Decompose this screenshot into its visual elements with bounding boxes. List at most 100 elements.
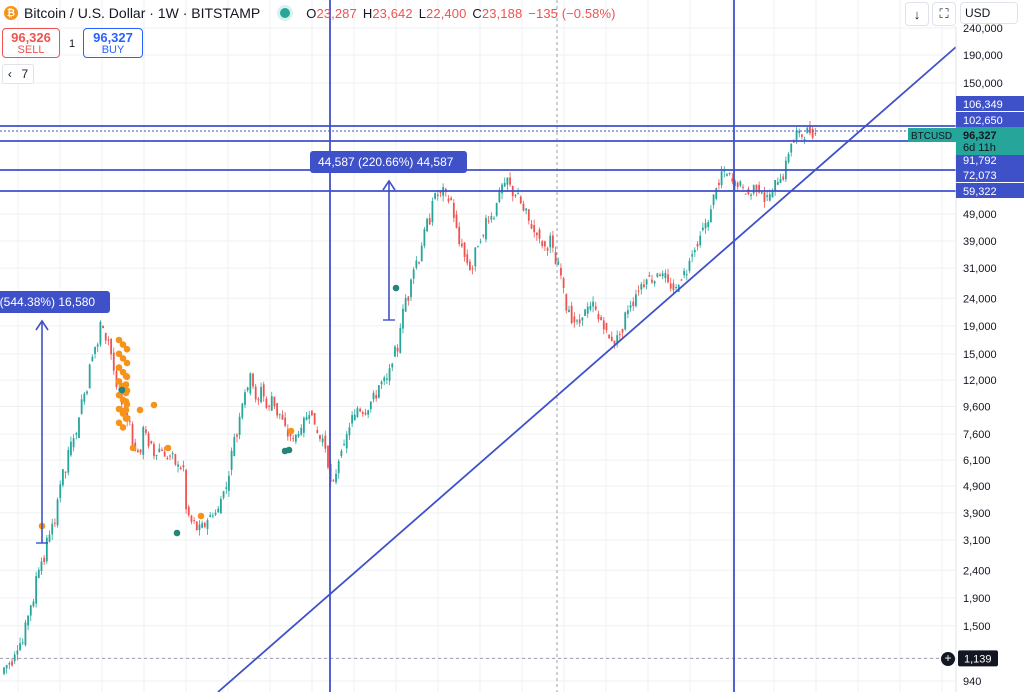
add-alert-icon[interactable]: + [941,652,955,666]
buy-label: BUY [101,44,125,56]
measure-arrowhead-1 [35,319,49,331]
price-tick-label: 12,000 [963,375,997,387]
candle-body [426,218,428,232]
candle-body [40,561,43,572]
price-tick-label: 31,000 [963,263,997,275]
candle-body [560,267,562,276]
signal-markers [38,284,400,537]
candle-body [171,453,174,455]
candle-body [249,373,252,394]
candle-body [546,248,549,251]
candle-body [744,193,747,195]
candle-body [195,521,198,530]
candle-body [377,385,380,398]
candle-body [565,294,568,311]
candle-body [503,182,506,187]
bitcoin-logo-icon: ₿ [4,6,18,20]
candle-body [262,384,265,397]
candle-body [514,195,517,197]
candle-body [297,434,300,437]
candle-body [104,332,107,341]
candle-body [190,515,193,522]
candle-body [811,128,814,138]
candle-body [198,524,201,531]
trend-drawings[interactable]: 30 (544.38%) 16,580 44,587 (220.66%) 44,5… [0,0,957,692]
candle-body [766,195,769,197]
candle-body [680,279,683,281]
candle-body [281,414,284,420]
candle-body [535,232,538,236]
candle-body [637,290,640,292]
candle-body [276,403,279,416]
candle-body [801,134,803,137]
orange-signal-marker [122,415,130,422]
symbol-title[interactable]: Bitcoin / U.S. Dollar · 1W · BITSTAMP [24,5,261,21]
candle-body [311,410,313,416]
buy-button[interactable]: 96,327 BUY [83,28,143,58]
candle-body [768,194,771,201]
candle-body [600,317,603,321]
candle-body [29,605,32,616]
candle-body [48,534,51,542]
candle-body [664,272,667,279]
candle-body [581,317,584,321]
candle-body [701,227,704,231]
candle-body [659,274,661,277]
candle-body [145,429,147,433]
candle-body [509,177,511,185]
candle-body [699,235,702,246]
orange-signal-marker [115,350,123,358]
candle-body [632,301,635,307]
candle-body [616,335,619,345]
level-price-label: 91,792 [963,155,997,167]
candle-body [618,334,621,336]
orange-signal-marker [119,407,127,415]
candle-body [233,437,236,457]
currency-select[interactable]: USD [960,2,1018,24]
candle-body [388,368,391,381]
price-tick-label: 7,600 [963,429,991,441]
candle-body [241,403,244,418]
candle-body [463,242,466,257]
order-quantity[interactable]: 1 [69,38,76,50]
candle-body [573,316,576,323]
candle-body [187,506,190,516]
candle-body [265,398,268,408]
price-tick-label: 19,000 [963,321,997,333]
candle-body [324,435,327,449]
candle-body [161,449,163,451]
download-button[interactable]: ↓ [905,2,929,26]
level-price-tag [956,183,1024,198]
candle-body [394,346,396,357]
candle-body [182,465,185,468]
candle-body [356,408,359,418]
candle-body [728,173,731,175]
orange-signal-marker [123,359,131,367]
indicators-toggle[interactable]: ‹ 7 [2,64,34,84]
candle-body [383,377,386,382]
candle-body [672,283,675,291]
candle-body [602,320,605,330]
candle-body [667,274,669,283]
candle-body [302,417,305,433]
fullscreen-button[interactable]: ⛶ [932,2,956,26]
candle-body [407,296,410,301]
candle-body [364,412,367,415]
sell-button[interactable]: 96,326 SELL [2,28,60,58]
candle-body [319,435,321,440]
candle-body [731,178,734,182]
candle-body [78,417,80,439]
candle-body [3,667,5,674]
candle-body [656,273,659,277]
price-axis[interactable]: 940 1,500 1,900 2,400 3,100 3,900 4,900 6,100 7,… [908,23,1024,692]
candle-body [578,319,581,324]
candle-body [704,223,707,229]
candle-body [418,262,420,264]
candle-body [115,371,118,388]
price-tick-label: 24,000 [963,293,997,305]
candle-body [803,139,806,141]
candle-body [685,274,688,276]
price-tick-label: 3,100 [963,535,991,547]
candle-body [543,241,546,247]
